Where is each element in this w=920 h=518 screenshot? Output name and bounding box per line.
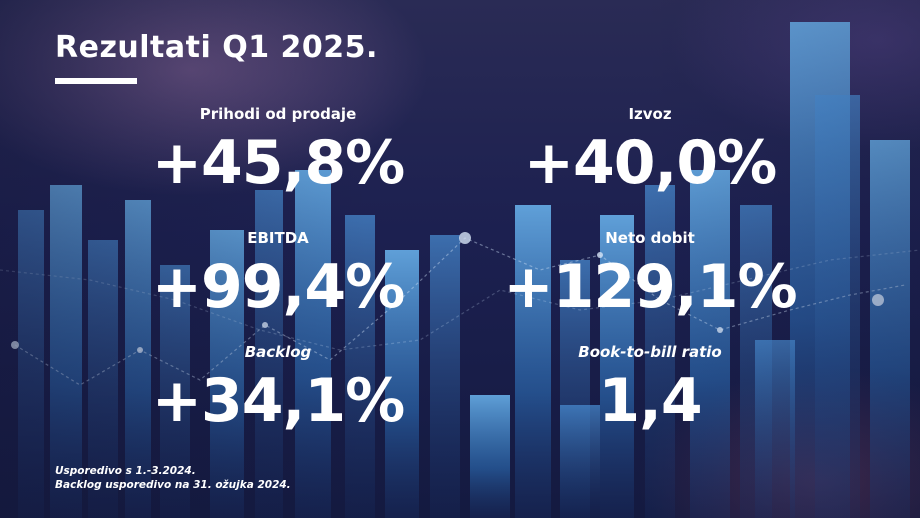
footnote: Usporedivo s 1.-3.2024. Backlog usporedi… — [55, 464, 291, 492]
metric-label: Prihodi od prodaje — [199, 105, 357, 123]
metric-value: +40,0% — [523, 128, 777, 198]
metric-label: Izvoz — [628, 105, 672, 123]
metric-net-profit: Neto dobit +129,1% — [485, 228, 815, 320]
metric-export: Izvoz +40,0% — [485, 104, 815, 196]
metric-backlog: Backlog +34,1% — [113, 342, 443, 434]
metric-book-to-bill: Book-to-bill ratio 1,4 — [485, 342, 815, 434]
metric-value: +45,8% — [151, 128, 405, 198]
title-underline — [55, 78, 137, 84]
metric-value: 1,4 — [598, 366, 702, 436]
footnote-line: Backlog usporedivo na 31. ožujka 2024. — [55, 479, 291, 491]
metric-label: Backlog — [244, 343, 312, 361]
slide-title: Rezultati Q1 2025. — [55, 30, 378, 65]
background-data-dots — [11, 232, 884, 353]
metric-value: +129,1% — [503, 252, 797, 322]
footnote-line: Usporedivo s 1.-3.2024. — [55, 465, 196, 477]
metric-value: +34,1% — [151, 366, 405, 436]
background-bars — [18, 22, 910, 518]
metric-sales-revenue: Prihodi od prodaje +45,8% — [113, 104, 443, 196]
metric-label: Book-to-bill ratio — [578, 343, 722, 361]
metric-label: Neto dobit — [605, 229, 695, 247]
metric-label: EBITDA — [247, 229, 309, 247]
metric-ebitda: EBITDA +99,4% — [113, 228, 443, 320]
metric-value: +99,4% — [151, 252, 405, 322]
